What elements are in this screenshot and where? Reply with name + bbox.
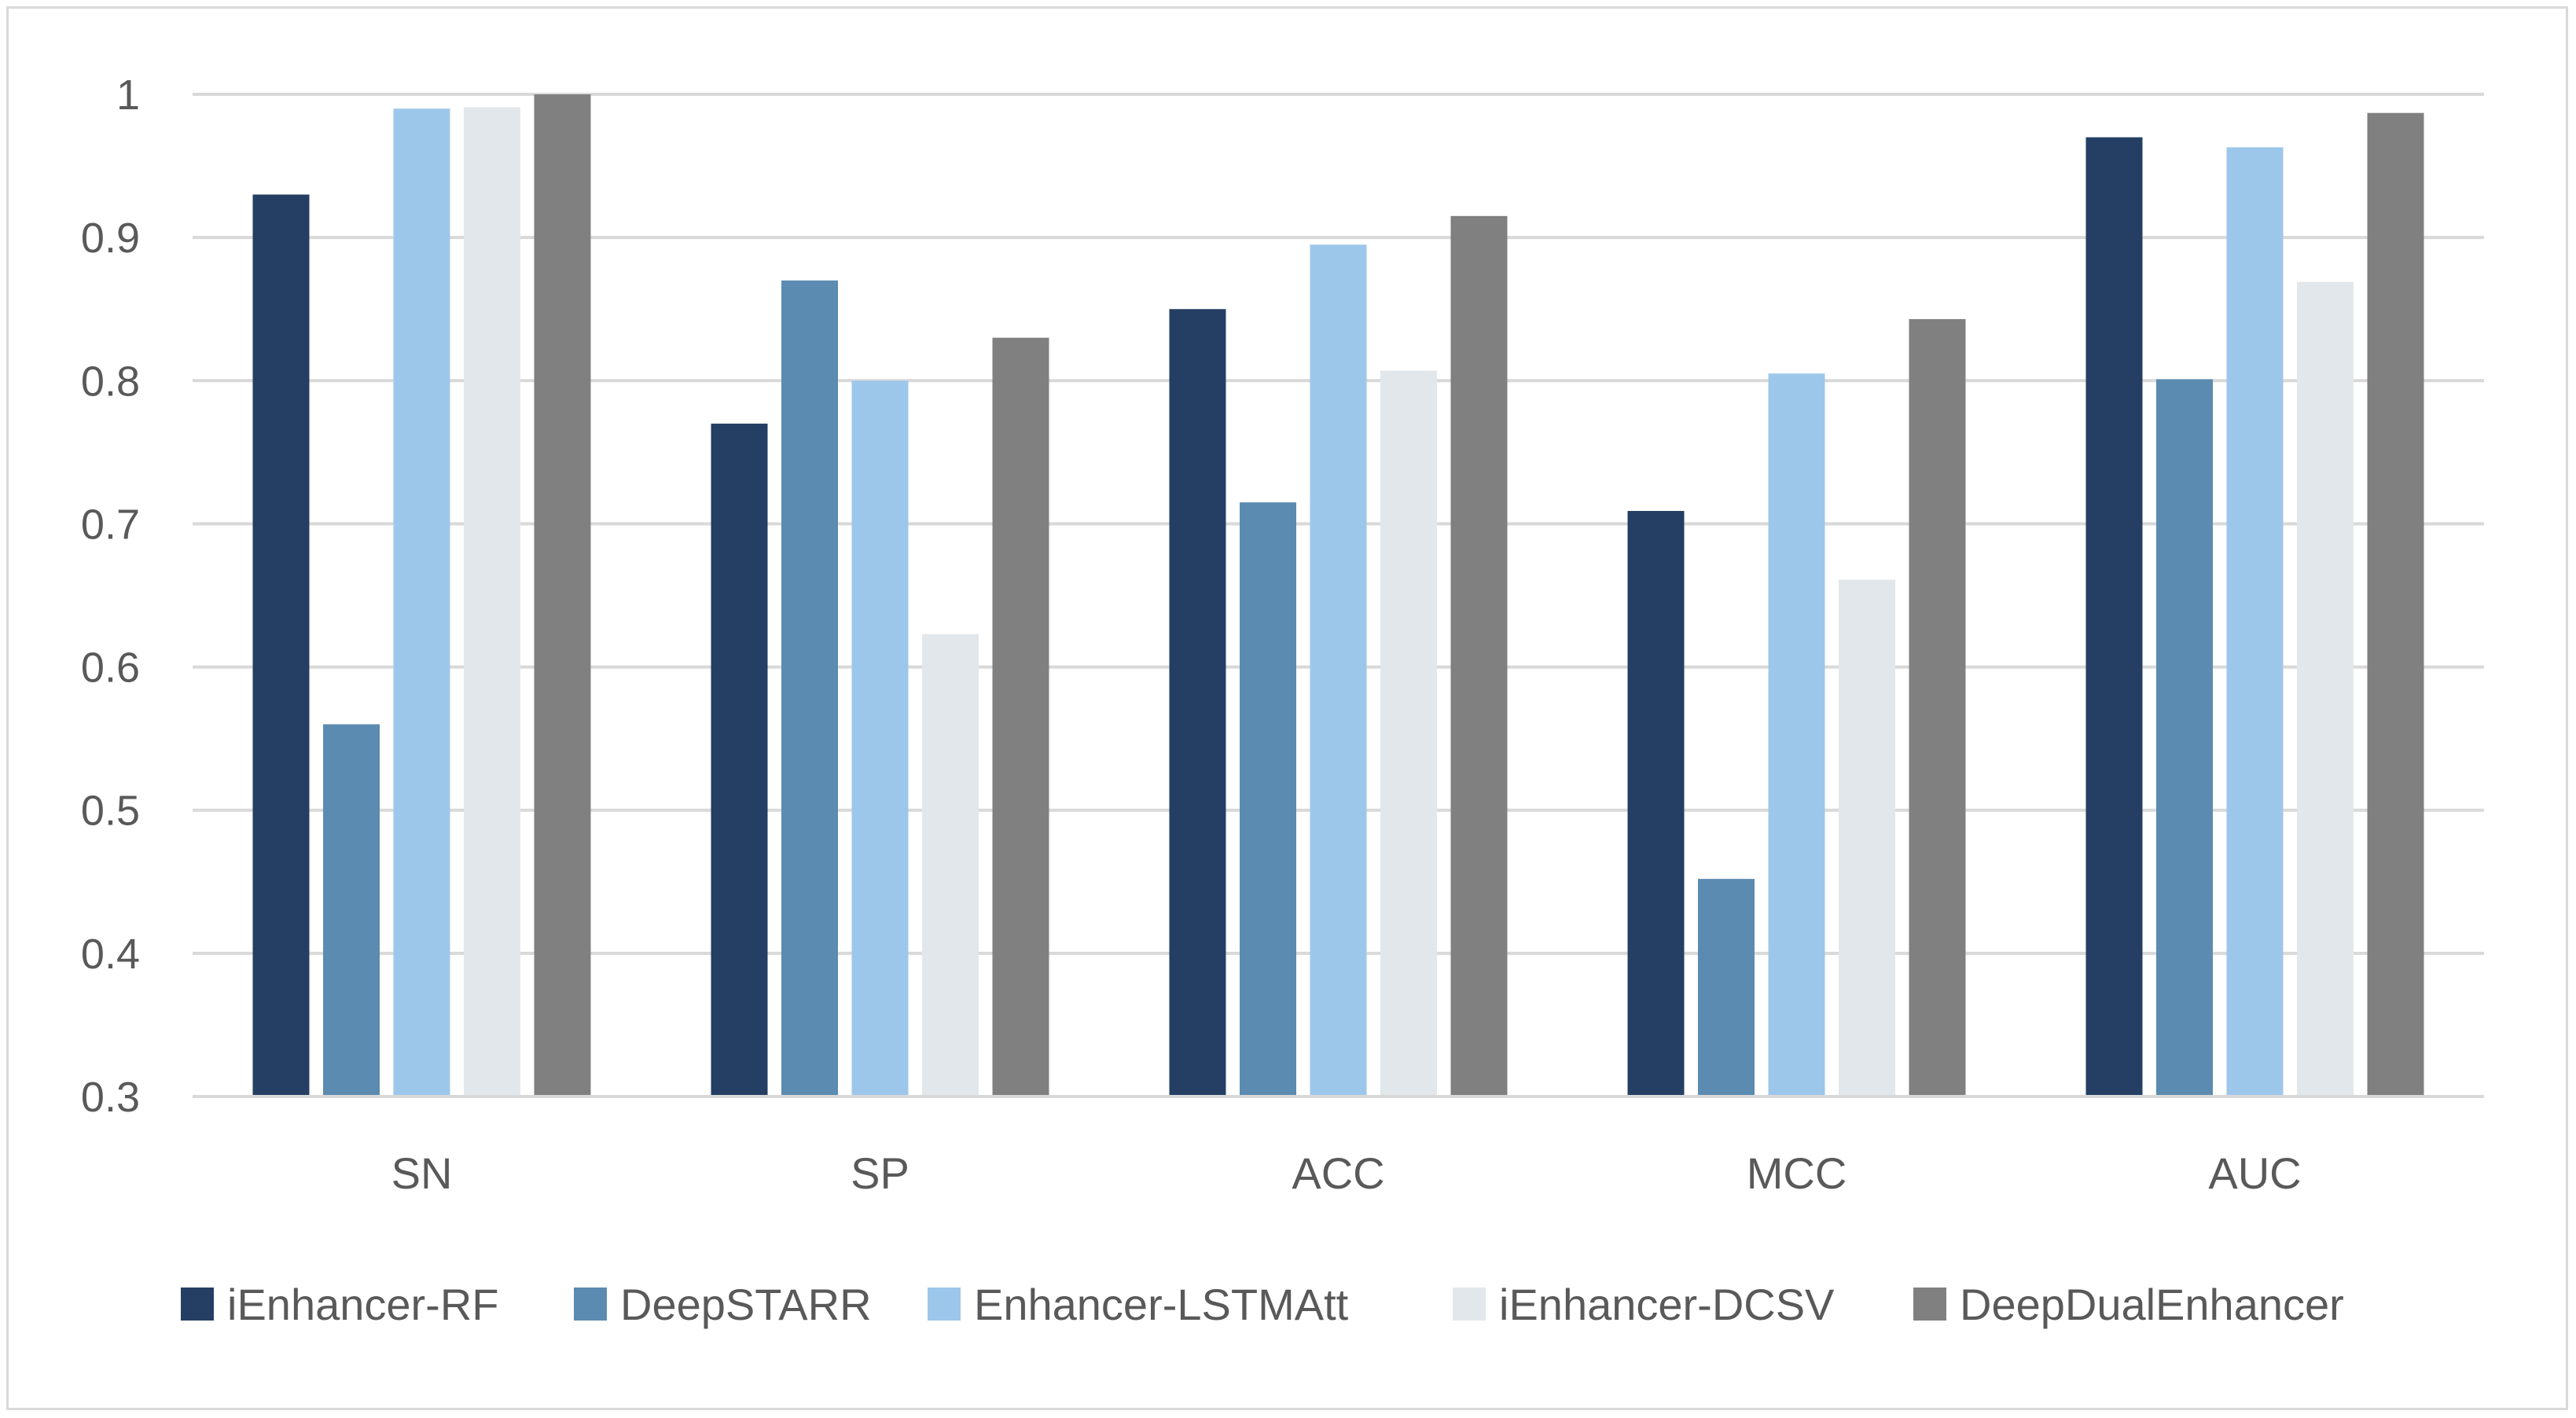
x-tick-label: MCC [1747, 1148, 1847, 1198]
bar-mcc-ienhancer-rf [1627, 511, 1685, 1097]
bar-sp-ienhancer-rf [711, 423, 768, 1097]
legend-label: Enhancer-LSTMAtt [974, 1280, 1349, 1329]
x-tick-label: SP [851, 1148, 910, 1198]
y-tick-label: 0.8 [81, 358, 140, 405]
bar-acc-deepstarr [1240, 502, 1296, 1097]
legend-swatch [1913, 1288, 1946, 1321]
y-tick-label: 0.9 [81, 215, 140, 262]
y-tick-label: 1 [116, 72, 140, 119]
bars [252, 94, 2424, 1097]
x-tick-label: ACC [1292, 1148, 1384, 1198]
bar-acc-enhancer-lstmatt [1310, 244, 1367, 1097]
bar-auc-deepstarr [2156, 379, 2213, 1097]
bar-sp-deepdualenhancer [992, 337, 1049, 1097]
legend-swatch [928, 1288, 961, 1321]
x-tick-label: AUC [2208, 1148, 2301, 1198]
legend-swatch [1453, 1288, 1486, 1321]
bar-sn-ienhancer-rf [252, 194, 310, 1097]
bar-sn-enhancer-lstmatt [393, 108, 450, 1097]
bar-sn-deepstarr [323, 724, 380, 1097]
y-tick-label: 0.6 [81, 645, 140, 692]
legend-label: iEnhancer-DCSV [1499, 1280, 1835, 1329]
bar-sp-enhancer-lstmatt [851, 380, 909, 1097]
bar-sn-ienhancer-dcsv [464, 107, 520, 1097]
bar-mcc-enhancer-lstmatt [1768, 373, 1825, 1097]
bar-auc-enhancer-lstmatt [2226, 147, 2284, 1097]
bar-acc-ienhancer-dcsv [1380, 370, 1437, 1097]
legend-label: DeepSTARR [620, 1280, 872, 1329]
legend-label: DeepDualEnhancer [1960, 1280, 2344, 1329]
y-tick-label: 0.7 [81, 501, 140, 548]
bar-auc-ienhancer-rf [2085, 137, 2143, 1097]
bar-acc-ienhancer-rf [1169, 309, 1226, 1097]
bar-sp-deepstarr [781, 280, 838, 1097]
bar-auc-deepdualenhancer [2367, 112, 2424, 1097]
y-tick-label: 0.3 [81, 1074, 140, 1121]
y-tick-label: 0.4 [81, 931, 140, 978]
bar-mcc-deepdualenhancer [1909, 318, 1966, 1097]
bar-mcc-ienhancer-dcsv [1839, 579, 1895, 1097]
bar-sp-ienhancer-dcsv [922, 634, 979, 1097]
legend-label: iEnhancer-RF [227, 1280, 498, 1329]
bar-auc-ienhancer-dcsv [2297, 281, 2354, 1097]
legend: iEnhancer-RF DeepSTARR Enhancer-LSTMAtt iEn… [181, 1280, 2344, 1329]
x-tick-label: SN [391, 1148, 453, 1198]
bar-acc-deepdualenhancer [1450, 215, 1508, 1097]
legend-swatch [574, 1288, 607, 1321]
bar-sn-deepdualenhancer [534, 94, 591, 1097]
y-axis-ticks: 0.3 0.4 0.5 0.6 0.7 0.8 0.9 1 [81, 72, 140, 1121]
legend-swatch [181, 1288, 214, 1321]
y-tick-label: 0.5 [81, 788, 140, 835]
x-axis: SN SP ACC MCC AUC [193, 1095, 2484, 1198]
bar-mcc-deepstarr [1698, 879, 1755, 1097]
